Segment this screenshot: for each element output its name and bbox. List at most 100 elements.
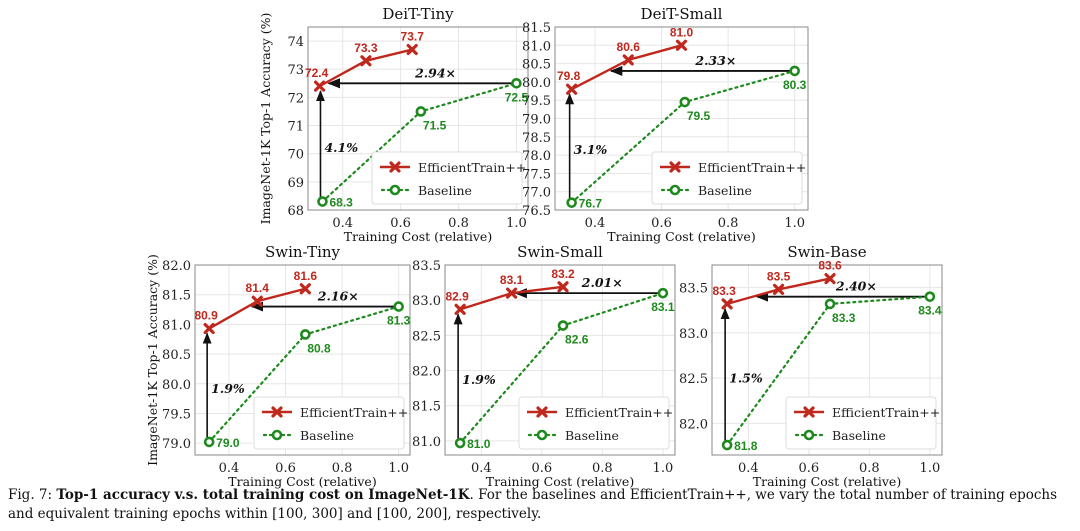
baseline-point: [824, 298, 836, 310]
efficient-point: [313, 80, 326, 92]
plot-frame: [307, 26, 529, 211]
efficient-point: [505, 287, 518, 299]
chart-title: Swin-Base: [787, 243, 866, 261]
gain-label: 4.1%: [324, 140, 358, 155]
efficient-point: [299, 283, 311, 295]
y-tick-label: 83.5: [412, 259, 441, 274]
baseline-data-label: 76.7: [579, 197, 603, 211]
legend-baseline-marker: [389, 184, 401, 196]
x-axis-label: Training Cost (relative): [228, 474, 376, 489]
legend-box: [253, 396, 405, 450]
baseline-data-label: 79.5: [687, 109, 711, 123]
efficient-data-label: 82.9: [445, 289, 469, 303]
plot-frame: [554, 26, 809, 211]
legend-efficient-label: EfficientTrain++: [300, 405, 408, 420]
baseline-data-label: 83.1: [651, 300, 675, 314]
baseline-point: [454, 437, 466, 449]
y-tick-label: 82.5: [679, 372, 708, 387]
x-axis-label: Training Cost (relative): [753, 474, 901, 489]
speedup-label: 2.33×: [694, 53, 736, 68]
legend-baseline-label: Baseline: [698, 183, 752, 198]
legend: EfficientTrain++ Baseline: [651, 151, 806, 205]
chart-title: Swin-Tiny: [265, 243, 341, 261]
y-tick-label: 81.0: [162, 318, 191, 333]
x-tick-label: 0.6: [531, 461, 552, 476]
x-tick-label: 0.8: [332, 461, 353, 476]
baseline-data-label: 81.8: [734, 439, 758, 453]
gain-label: 1.9%: [462, 372, 496, 387]
y-tick-label: 74: [287, 35, 304, 50]
y-tick-label: 82.0: [679, 417, 708, 432]
y-tick-label: 80.5: [522, 58, 551, 73]
efficient-point: [251, 295, 263, 307]
chart-title: Swin-Small: [517, 243, 603, 261]
y-tick-label: 80.0: [522, 76, 551, 91]
efficient-data-label: 83.1: [500, 273, 524, 287]
baseline-data-label: 81.0: [467, 437, 491, 451]
y-tick-label: 71: [287, 120, 304, 135]
baseline-point: [415, 106, 427, 117]
chart-deit-small: 0.4 0.6 0.8 1.0 76.5 77.0 77.5 78.0 78.5 79.0 79.5…: [522, 5, 809, 244]
y-tick-label: 82.5: [412, 329, 441, 344]
y-tick-label: 81.0: [522, 39, 551, 54]
y-axis-label: ImageNet-1K Top-1 Accuracy (%): [145, 254, 160, 466]
x-tick-label: 0.8: [859, 461, 880, 476]
caption-prefix: Fig. 7:: [8, 487, 57, 503]
legend-baseline-marker: [669, 184, 681, 196]
legend-efficient-marker: [536, 406, 548, 418]
x-tick-label: 1.0: [506, 216, 527, 231]
x-tick-label: 0.8: [592, 461, 613, 476]
baseline-point: [300, 329, 311, 340]
y-tick-label: 79.0: [522, 113, 551, 128]
chart-swin-small: 0.4 0.6 0.8 1.0 81.0 81.5 82.0 82.5 83.0 83.5 Swin…: [412, 243, 676, 489]
efficient-data-label: 83.5: [767, 269, 791, 283]
efficient-point: [772, 283, 785, 296]
y-tick-label: 79.0: [162, 437, 191, 452]
y-tick-label: 80.0: [162, 378, 191, 393]
baseline-data-label: 71.5: [423, 118, 447, 132]
efficient-line: [459, 285, 564, 311]
x-tick-label: 0.6: [275, 461, 296, 476]
chart-title: DeiT-Small: [641, 5, 723, 23]
efficient-data-label: 73.7: [401, 30, 425, 44]
y-tick-label: 83.0: [412, 294, 441, 309]
legend-baseline-label: Baseline: [300, 428, 354, 443]
efficient-point: [824, 272, 836, 285]
efficient-data-label: 80.6: [617, 40, 641, 54]
legend-baseline-marker: [803, 429, 815, 441]
efficient-data-label: 83.3: [712, 284, 736, 298]
caption-rest: . For the baselines and EfficientTrain++…: [8, 487, 1058, 522]
chart-swin-base: 0.4 0.6 0.8 1.0 82.0 82.5 83.0 83.5 Swin-Base Tra…: [679, 243, 943, 489]
baseline-data-label: 80.8: [307, 341, 331, 355]
baseline-point: [566, 197, 577, 208]
y-tick-label: 79.5: [162, 407, 191, 422]
legend: EfficientTrain++ Baseline: [371, 151, 526, 205]
x-tick-label: 0.8: [448, 216, 469, 231]
baseline-point: [203, 436, 215, 448]
legend-box: [651, 151, 803, 205]
efficient-point: [566, 83, 578, 95]
baseline-data-label: 80.3: [783, 78, 807, 92]
x-tick-label: 0.6: [798, 461, 819, 476]
x-axis-label: Training Cost (relative): [607, 229, 755, 244]
x-tick-label: 1.0: [784, 216, 805, 231]
efficient-point: [675, 39, 688, 51]
x-tick-label: 1.0: [920, 461, 941, 476]
legend-efficient-marker: [669, 161, 681, 173]
x-tick-label: 0.4: [585, 216, 606, 231]
legend-baseline-marker: [271, 429, 283, 441]
legend-box: [371, 151, 523, 205]
y-tick-label: 81.0: [412, 435, 441, 450]
x-tick-label: 0.4: [471, 461, 492, 476]
efficient-data-label: 72.4: [305, 66, 329, 80]
speedup-label: 2.40×: [835, 279, 877, 294]
gain-label: 1.5%: [729, 370, 763, 385]
baseline-data-label: 83.3: [832, 311, 856, 325]
efficient-data-label: 81.0: [670, 25, 694, 39]
legend-baseline-marker: [536, 429, 548, 441]
efficient-point: [360, 55, 372, 67]
efficient-data-label: 83.2: [551, 267, 575, 281]
legend-efficient-label: EfficientTrain++: [418, 160, 526, 175]
baseline-data-label: 72.5: [505, 90, 529, 104]
